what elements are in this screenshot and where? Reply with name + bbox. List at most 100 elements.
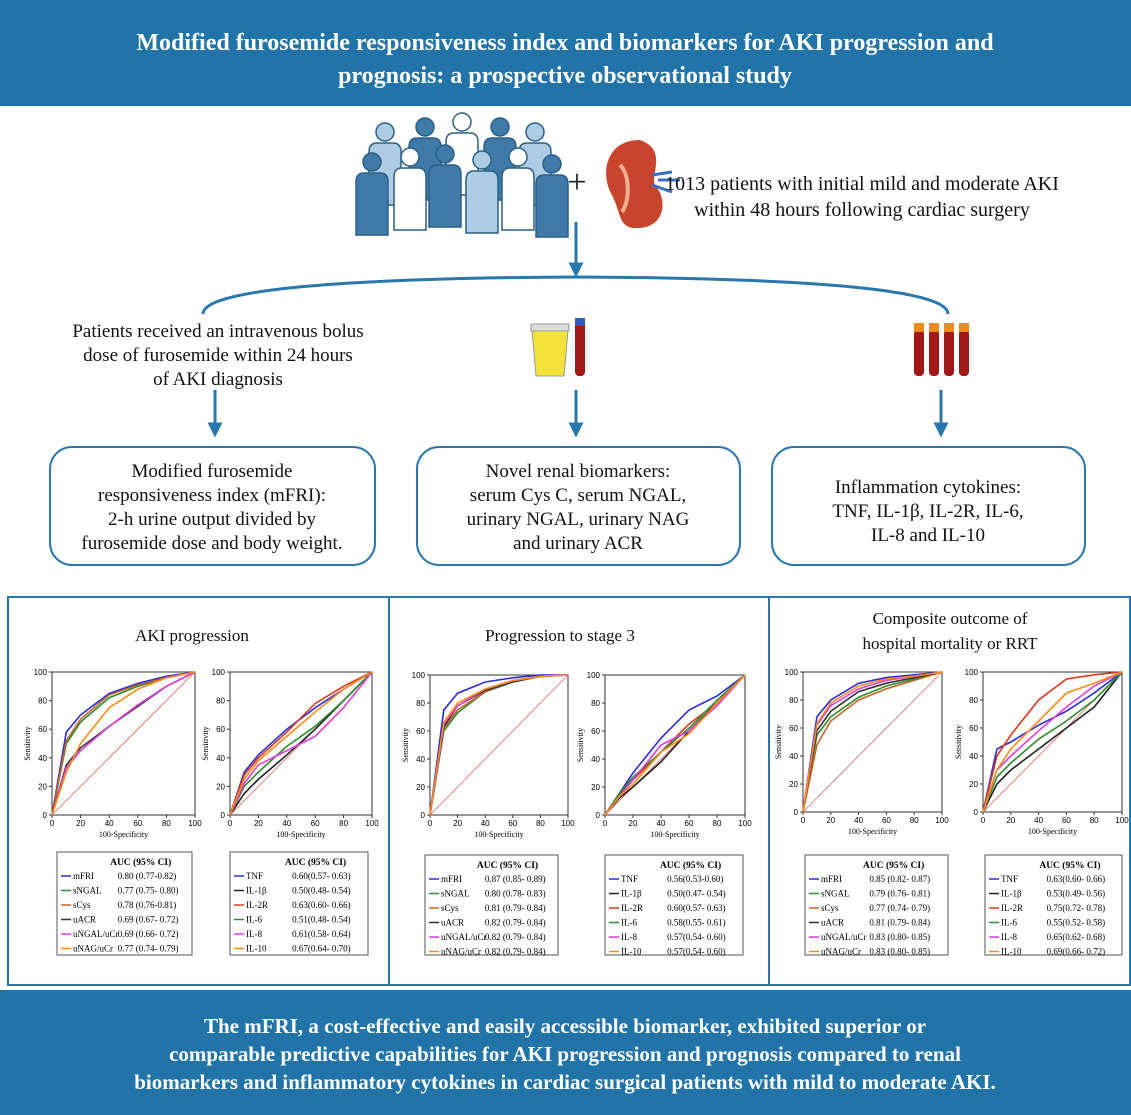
x-tick-label: 0 xyxy=(428,819,433,828)
panel-title: Progression to stage 3 xyxy=(485,626,635,645)
y-tick-label: 100 xyxy=(212,668,226,677)
legend-name: sCys xyxy=(73,900,91,910)
y-tick-label: 40 xyxy=(416,755,425,764)
legend-auc: 0.80 (0.77-0.82) xyxy=(118,871,177,881)
x-axis-label: 100-Specificity xyxy=(474,830,523,839)
legend-auc: 0.58(0.55- 0.61) xyxy=(667,918,726,928)
y-tick-label: 0 xyxy=(794,808,799,817)
y-tick-label: 20 xyxy=(969,780,978,789)
box-text: and urinary ACR xyxy=(513,533,643,554)
legend-auc: 0.56(0.53-0.60) xyxy=(667,874,723,884)
y-tick-label: 80 xyxy=(38,697,47,706)
panel-title: hospital mortality or RRT xyxy=(862,634,1038,653)
y-tick-label: 60 xyxy=(591,727,600,736)
y-tick-label: 40 xyxy=(789,752,798,761)
box-text: TNF, IL-1β, IL-2R, IL-6, xyxy=(832,501,1023,522)
person-head xyxy=(376,123,394,141)
x-axis-label: 100-Specificity xyxy=(650,830,699,839)
legend-auc: 0.60(0.57- 0.63) xyxy=(667,903,726,913)
legend-auc: 0.50(0.47- 0.54) xyxy=(667,889,726,899)
legend-auc: 0.65(0.62- 0.68) xyxy=(1047,932,1106,942)
x-tick-label: 80 xyxy=(339,819,348,828)
tube-cap xyxy=(914,323,924,332)
x-tick-label: 40 xyxy=(481,819,490,828)
y-tick-label: 20 xyxy=(38,782,47,791)
legend-name: uNGAL/uCr xyxy=(821,932,867,942)
legend-auc: 0.53(0.49- 0.56) xyxy=(1047,889,1106,899)
y-tick-label: 100 xyxy=(34,668,48,677)
legend-header: AUC (95% CI) xyxy=(285,857,346,868)
x-tick-label: 20 xyxy=(1006,816,1015,825)
y-tick-label: 60 xyxy=(38,725,47,734)
y-tick-label: 20 xyxy=(216,782,225,791)
title-line: prognosis: a prospective observational s… xyxy=(338,63,792,89)
box-text: urinary NGAL, urinary NAG xyxy=(467,509,690,530)
legend-name: IL-2R xyxy=(246,900,268,910)
x-tick-label: 60 xyxy=(133,819,142,828)
legend-name: mFRI xyxy=(73,871,94,881)
panel-title: AKI progression xyxy=(135,626,249,645)
x-axis-label: 100-Specificity xyxy=(276,830,325,839)
result-panel: AKI progression 0 20 40 60 80 100 0 20 40 60 80 100 1… xyxy=(23,626,379,955)
legend-auc: 0.82 (0.79- 0.84) xyxy=(485,932,546,942)
y-tick-label: 20 xyxy=(789,780,798,789)
y-tick-label: 60 xyxy=(969,724,978,733)
person-body xyxy=(356,173,388,235)
y-tick-label: 20 xyxy=(591,783,600,792)
x-tick-label: 100 xyxy=(738,819,752,828)
legend-header: AUC (95% CI) xyxy=(660,860,721,871)
box-text: 2-h urine output divided by xyxy=(108,509,316,530)
x-tick-label: 80 xyxy=(536,819,545,828)
panel-title: Composite outcome of xyxy=(873,609,1028,628)
legend-auc: 0.80 (0.78- 0.83) xyxy=(485,889,546,899)
x-tick-label: 40 xyxy=(657,819,666,828)
legend-auc: 0.78 (0.76-0.81) xyxy=(118,900,177,910)
legend-name: sNGAL xyxy=(73,886,102,896)
x-tick-label: 100 xyxy=(935,816,949,825)
y-tick-label: 0 xyxy=(43,811,48,820)
branch-description: dose of furosemide within 24 hours xyxy=(83,345,353,366)
reference-diagonal xyxy=(52,672,195,815)
legend-name: TNF xyxy=(621,874,638,884)
y-tick-label: 0 xyxy=(421,811,426,820)
box-text: IL-8 and IL-10 xyxy=(871,525,985,546)
legend-name: IL-10 xyxy=(246,944,267,954)
legend-name: uNAG/uCr xyxy=(821,947,861,957)
y-tick-label: 80 xyxy=(591,699,600,708)
tube xyxy=(959,330,969,376)
legend-name: sNGAL xyxy=(441,889,470,899)
y-axis-label: Sensitivity xyxy=(401,728,410,762)
person-head xyxy=(491,118,509,136)
x-tick-label: 100 xyxy=(1115,816,1129,825)
y-tick-label: 80 xyxy=(216,697,225,706)
person-body xyxy=(394,168,426,230)
legend-auc: 0.83 (0.80- 0.85) xyxy=(869,932,930,942)
box-text: responsiveness index (mFRI): xyxy=(98,485,326,506)
legend-name: uNAG/uCr xyxy=(441,947,481,957)
x-tick-label: 100 xyxy=(561,819,575,828)
x-tick-label: 80 xyxy=(713,819,722,828)
legend-auc: 0.87 (0.85- 0.89) xyxy=(485,874,546,884)
legend-name: IL-10 xyxy=(1001,947,1022,957)
x-tick-label: 0 xyxy=(801,816,806,825)
y-tick-label: 0 xyxy=(221,811,226,820)
legend-auc: 0.63(0.60- 0.66) xyxy=(1047,874,1106,884)
legend-name: mFRI xyxy=(441,874,462,884)
tube xyxy=(914,330,924,376)
x-tick-label: 20 xyxy=(629,819,638,828)
y-tick-label: 0 xyxy=(596,811,601,820)
title-line: Modified furosemide responsiveness index… xyxy=(136,30,994,56)
box-text: Modified furosemide xyxy=(132,461,293,482)
conclusion-line: The mFRI, a cost-effective and easily ac… xyxy=(204,1014,926,1038)
legend-auc: 0.77 (0.74- 0.79) xyxy=(869,903,930,913)
x-tick-label: 20 xyxy=(826,816,835,825)
y-axis-label: Sensitivity xyxy=(201,726,210,760)
person-head xyxy=(453,113,471,131)
legend-name: TNF xyxy=(1001,874,1018,884)
y-tick-label: 40 xyxy=(38,754,47,763)
legend-name: uACR xyxy=(73,915,96,925)
legend-auc: 0.67(0.64- 0.70) xyxy=(292,944,351,954)
tube-cap xyxy=(944,323,954,332)
box-text: furosemide dose and body weight. xyxy=(81,533,342,554)
x-tick-label: 40 xyxy=(105,819,114,828)
